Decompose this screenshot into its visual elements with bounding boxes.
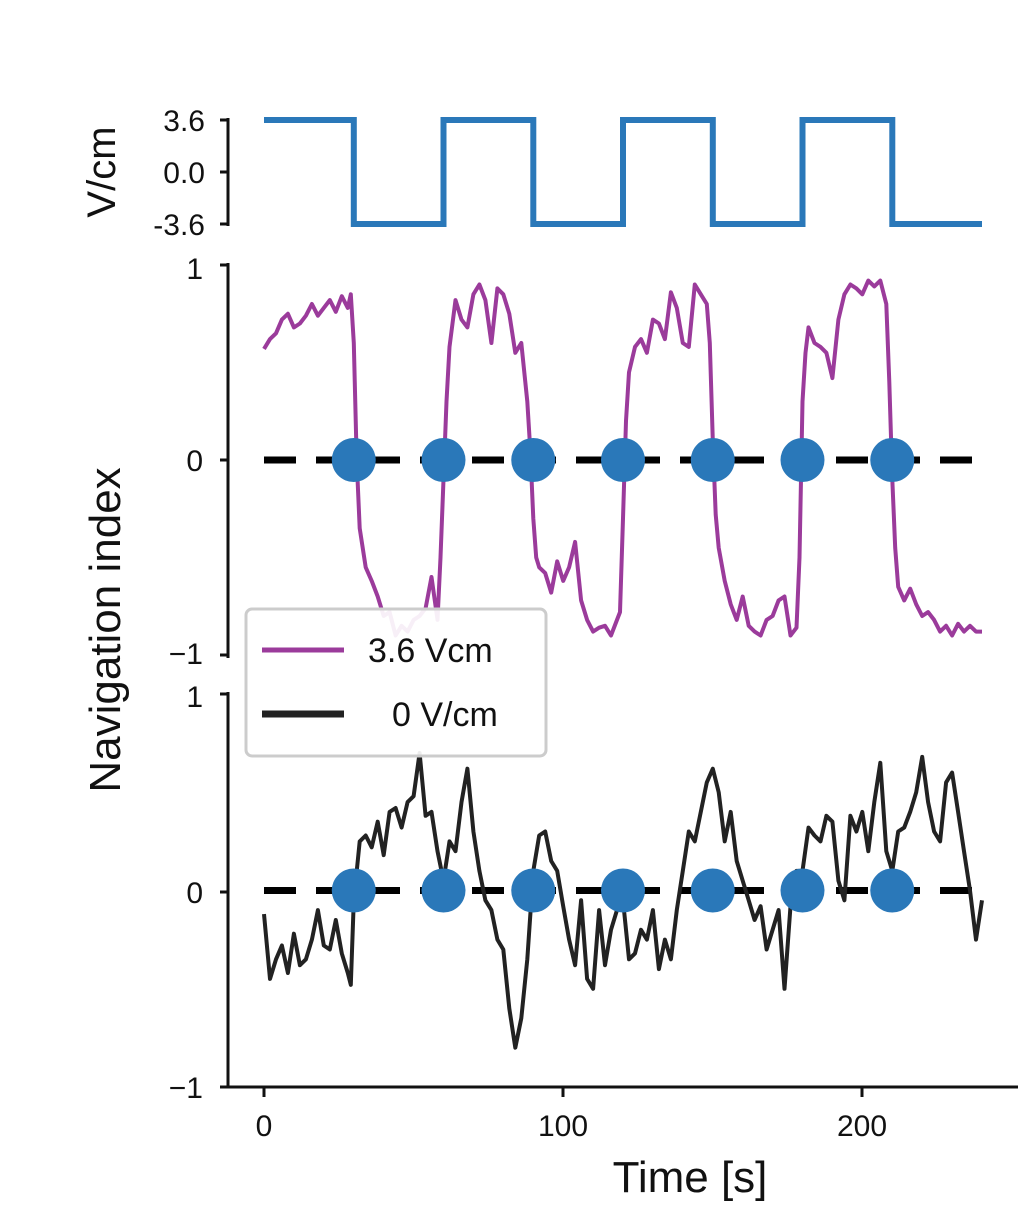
x-tick-label: 0 [256, 1110, 273, 1143]
stimulus-y-tick-label: 3.6 [163, 105, 205, 138]
field-y-tick-label: −1 [169, 638, 203, 671]
switch-marker [601, 868, 645, 913]
legend: 3.6 Vcm 0 V/cm [244, 607, 548, 758]
control-switch-markers [331, 868, 915, 913]
switch-marker [331, 438, 376, 482]
x-tick-label: 100 [538, 1110, 588, 1143]
x-tick-label: 200 [837, 1110, 887, 1143]
control-y-tick-label: 1 [186, 681, 203, 714]
stimulus-panel: 3.6 0.0 -3.6 V/cm [80, 105, 982, 242]
stimulus-y-tick-label: -3.6 [153, 209, 205, 242]
switch-marker [780, 868, 825, 913]
field-y-tick-label: 0 [186, 445, 203, 478]
x-axis-label: Time [s] [613, 1153, 768, 1202]
control-panel: 1 0 −1 0 100 200 Time [s] [169, 681, 1018, 1202]
legend-label: 3.6 Vcm [368, 632, 493, 670]
switch-marker [870, 868, 915, 913]
legend-label: 0 V/cm [392, 696, 498, 734]
switch-marker [780, 438, 825, 482]
stimulus-trace [264, 117, 982, 227]
switch-marker [870, 438, 915, 482]
control-y-tick-label: −1 [169, 1072, 203, 1105]
switch-marker [511, 868, 556, 913]
legend-box [244, 607, 548, 758]
stimulus-y-axis-label: V/cm [80, 126, 124, 217]
field-panel: 1 0 −1 [169, 253, 982, 671]
control-y-tick-label: 0 [186, 877, 203, 910]
y-axis-label: Navigation index [81, 467, 130, 792]
switch-marker [331, 868, 376, 913]
switch-marker [601, 438, 645, 482]
switch-marker [690, 868, 735, 913]
stimulus-y-tick-label: 0.0 [163, 157, 205, 190]
switch-marker [511, 438, 556, 482]
field-switch-markers [331, 438, 915, 482]
field-y-tick-label: 1 [186, 253, 203, 286]
switch-marker [421, 868, 466, 913]
switch-marker [690, 438, 735, 482]
switch-marker [421, 438, 466, 482]
